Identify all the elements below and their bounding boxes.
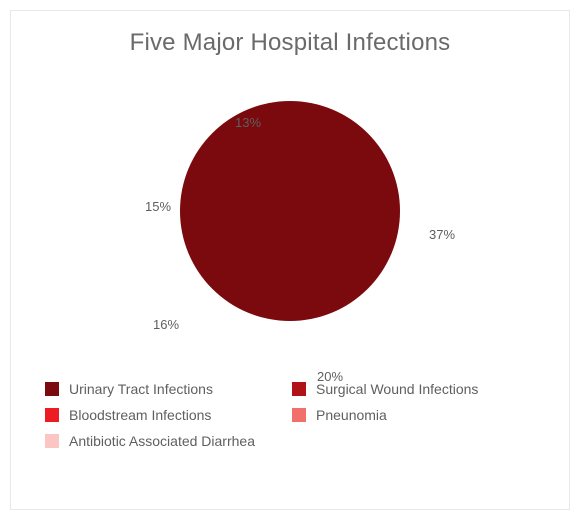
legend-swatch-3 xyxy=(292,408,306,422)
legend-item-2: Bloodstream Infections xyxy=(45,407,292,423)
legend-swatch-1 xyxy=(292,382,306,396)
slice-label-0: 37% xyxy=(429,227,455,242)
chart-title: Five Major Hospital Infections xyxy=(11,29,569,57)
legend-swatch-2 xyxy=(45,408,59,422)
slice-label-3: 15% xyxy=(145,199,171,214)
legend-swatch-4 xyxy=(45,434,59,448)
legend-item-0: Urinary Tract Infections xyxy=(45,381,292,397)
legend-item-4: Antibiotic Associated Diarrhea xyxy=(45,433,292,449)
pie-wrap xyxy=(180,101,400,321)
slice-label-1: 20% xyxy=(317,369,343,384)
legend-label-3: Pneunomia xyxy=(316,407,387,423)
slice-label-2: 16% xyxy=(153,317,179,332)
legend-item-3: Pneunomia xyxy=(292,407,539,423)
legend: Urinary Tract Infections Surgical Wound … xyxy=(11,377,569,459)
legend-label-0: Urinary Tract Infections xyxy=(69,381,213,397)
legend-label-4: Antibiotic Associated Diarrhea xyxy=(69,433,255,449)
pie-chart: 37% 20% 16% 15% 13% xyxy=(11,57,569,377)
legend-swatch-0 xyxy=(45,382,59,396)
pie-graphic xyxy=(180,101,400,321)
chart-frame: Five Major Hospital Infections 37% 20% 1… xyxy=(10,10,570,510)
legend-label-2: Bloodstream Infections xyxy=(69,407,211,423)
slice-label-4: 13% xyxy=(235,115,261,130)
